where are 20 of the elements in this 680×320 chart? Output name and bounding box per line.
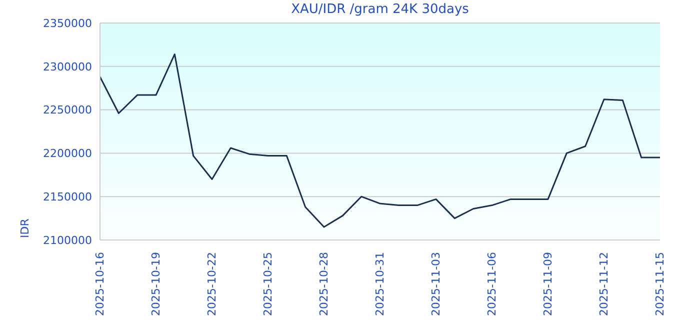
y-tick-label: 2350000 [43,16,92,30]
x-tick-label: 2025-10-31 [374,252,386,316]
y-tick-label: 2250000 [43,104,92,117]
y-tick-label: 2200000 [43,147,92,160]
x-tick-label: 2025-10-16 [94,252,106,316]
x-tick-label: 2025-10-19 [150,252,162,316]
y-tick-label: 2300000 [43,60,92,74]
line-series [100,54,660,228]
x-tick-label: 2025-11-15 [654,252,666,316]
x-tick-label: 2025-10-22 [206,252,218,316]
x-tick-label: 2025-10-25 [262,252,274,316]
y-tick-label: 2100000 [43,234,92,247]
chart-title: XAU/IDR /gram 24K 30days [290,2,470,17]
y-axis-title: IDR [18,218,32,238]
x-tick-label: 2025-11-06 [486,252,498,316]
x-tick-label: 2025-11-12 [598,252,610,316]
x-tick-label: 2025-11-03 [430,252,442,316]
x-tick-label: 2025-11-09 [542,252,554,316]
y-tick-label: 2150000 [43,190,92,204]
x-tick-label: 2025-10-28 [318,252,330,316]
